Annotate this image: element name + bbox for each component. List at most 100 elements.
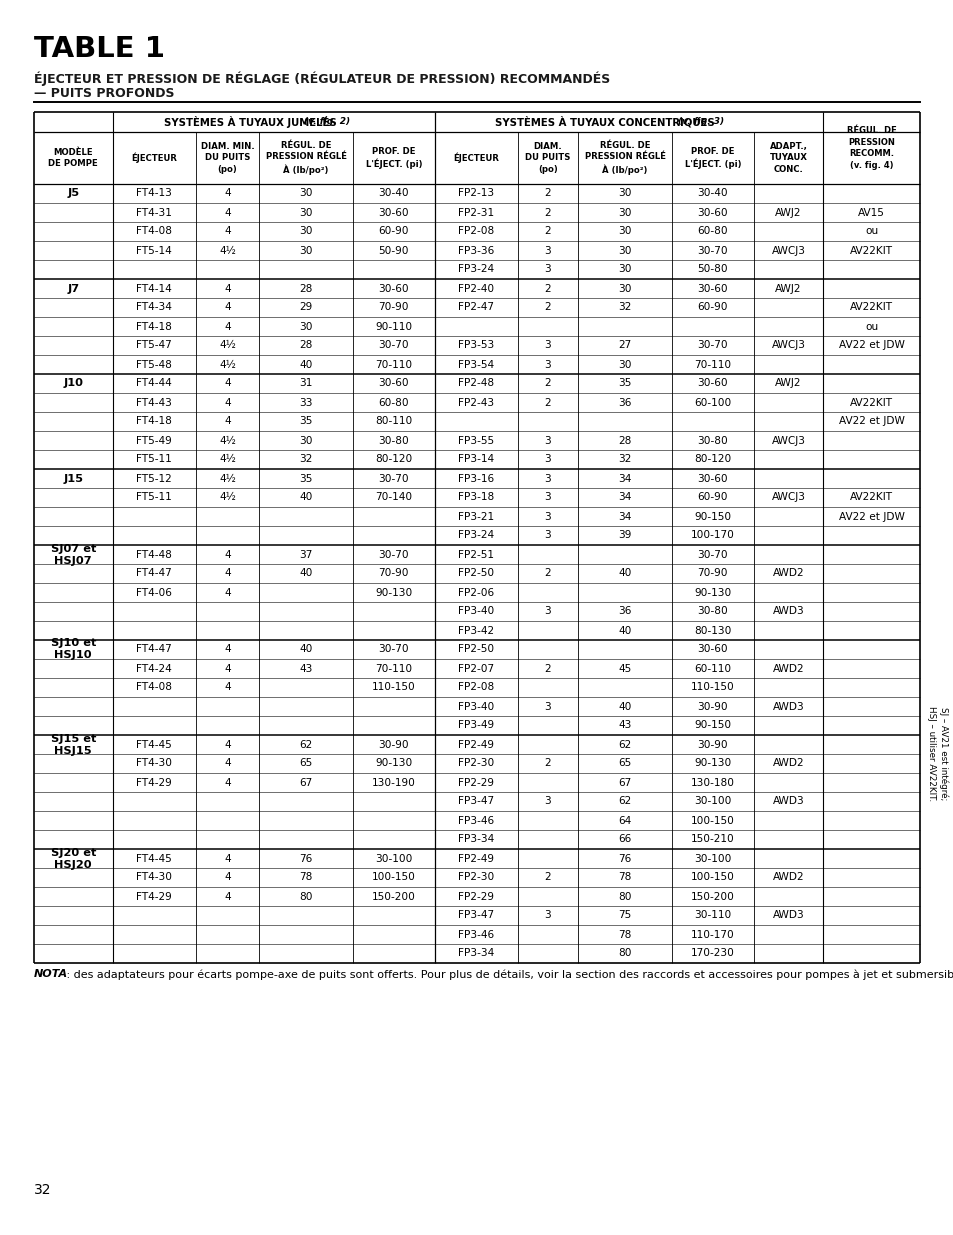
Text: FP2-13: FP2-13 xyxy=(457,189,494,199)
Text: 40: 40 xyxy=(299,359,313,369)
Text: 70-110: 70-110 xyxy=(694,359,731,369)
Text: 28: 28 xyxy=(299,341,313,351)
Text: 60-80: 60-80 xyxy=(378,398,409,408)
Text: 100-150: 100-150 xyxy=(372,872,416,883)
Text: 30-60: 30-60 xyxy=(697,473,727,483)
Text: 65: 65 xyxy=(618,758,631,768)
Text: 150-210: 150-210 xyxy=(690,835,734,845)
Text: 60-100: 60-100 xyxy=(694,398,731,408)
Text: J10: J10 xyxy=(63,378,83,389)
Text: 3: 3 xyxy=(544,511,551,521)
Text: 50-90: 50-90 xyxy=(378,246,409,256)
Text: MODÈLE
DE POMPE: MODÈLE DE POMPE xyxy=(49,148,98,168)
Text: 30-100: 30-100 xyxy=(694,797,731,806)
Text: 70-90: 70-90 xyxy=(378,303,409,312)
Text: 4½: 4½ xyxy=(219,473,235,483)
Text: FP3-16: FP3-16 xyxy=(457,473,494,483)
Text: FT4-29: FT4-29 xyxy=(136,778,172,788)
Text: FT4-13: FT4-13 xyxy=(136,189,172,199)
Text: FP2-07: FP2-07 xyxy=(457,663,494,673)
Text: FP3-36: FP3-36 xyxy=(457,246,494,256)
Text: 34: 34 xyxy=(618,511,631,521)
Text: 36: 36 xyxy=(618,606,631,616)
Text: 4: 4 xyxy=(224,778,231,788)
Text: 90-150: 90-150 xyxy=(694,511,731,521)
Text: 3: 3 xyxy=(544,436,551,446)
Text: 80: 80 xyxy=(299,892,313,902)
Text: FP2-31: FP2-31 xyxy=(457,207,494,217)
Text: FT4-18: FT4-18 xyxy=(136,416,172,426)
Text: FT4-30: FT4-30 xyxy=(136,758,172,768)
Text: FT4-45: FT4-45 xyxy=(136,740,172,750)
Text: 90-130: 90-130 xyxy=(375,758,412,768)
Text: FP2-29: FP2-29 xyxy=(457,778,494,788)
Text: FT4-47: FT4-47 xyxy=(136,645,172,655)
Text: 35: 35 xyxy=(618,378,631,389)
Text: 30: 30 xyxy=(618,359,631,369)
Text: 78: 78 xyxy=(618,930,631,940)
Text: 30-60: 30-60 xyxy=(697,207,727,217)
Text: AV15: AV15 xyxy=(858,207,884,217)
Text: 76: 76 xyxy=(299,853,313,863)
Text: FT4-14: FT4-14 xyxy=(136,284,172,294)
Text: FT4-34: FT4-34 xyxy=(136,303,172,312)
Text: 30-80: 30-80 xyxy=(697,606,727,616)
Text: FP2-30: FP2-30 xyxy=(457,872,494,883)
Text: 43: 43 xyxy=(299,663,313,673)
Text: 32: 32 xyxy=(618,454,631,464)
Text: 4: 4 xyxy=(224,645,231,655)
Text: 32: 32 xyxy=(618,303,631,312)
Text: 29: 29 xyxy=(299,303,313,312)
Text: AWD2: AWD2 xyxy=(772,568,803,578)
Text: SJ20 et
HSJ20: SJ20 et HSJ20 xyxy=(51,847,96,869)
Text: FP3-40: FP3-40 xyxy=(457,701,494,711)
Text: FP2-50: FP2-50 xyxy=(457,645,494,655)
Text: FT4-18: FT4-18 xyxy=(136,321,172,331)
Text: 80-120: 80-120 xyxy=(694,454,731,464)
Text: FT4-30: FT4-30 xyxy=(136,872,172,883)
Text: ÉJECTEUR: ÉJECTEUR xyxy=(453,153,498,163)
Text: FP2-47: FP2-47 xyxy=(457,303,494,312)
Text: 30: 30 xyxy=(618,189,631,199)
Text: FT5-12: FT5-12 xyxy=(136,473,172,483)
Text: FP3-24: FP3-24 xyxy=(457,264,494,274)
Text: SYSTÈMES À TUYAUX CONCENTRIQUES: SYSTÈMES À TUYAUX CONCENTRIQUES xyxy=(495,116,718,127)
Text: ÉJECTEUR ET PRESSION DE RÉGLAGE (RÉGULATEUR DE PRESSION) RECOMMANDÉS: ÉJECTEUR ET PRESSION DE RÉGLAGE (RÉGULAT… xyxy=(34,72,610,86)
Text: 34: 34 xyxy=(618,493,631,503)
Text: TABLE 1: TABLE 1 xyxy=(34,35,165,63)
Text: 4: 4 xyxy=(224,207,231,217)
Text: 30-60: 30-60 xyxy=(697,645,727,655)
Text: 30-70: 30-70 xyxy=(697,550,727,559)
Text: 30-60: 30-60 xyxy=(378,378,409,389)
Text: 130-180: 130-180 xyxy=(690,778,734,788)
Text: AV22KIT: AV22KIT xyxy=(849,303,892,312)
Text: FT4-06: FT4-06 xyxy=(136,588,172,598)
Text: 30-80: 30-80 xyxy=(697,436,727,446)
Text: FP3-18: FP3-18 xyxy=(457,493,494,503)
Text: 45: 45 xyxy=(618,663,631,673)
Text: 50-80: 50-80 xyxy=(697,264,727,274)
Text: AWD2: AWD2 xyxy=(772,663,803,673)
Text: 3: 3 xyxy=(544,701,551,711)
Text: 90-130: 90-130 xyxy=(694,588,731,598)
Text: 30: 30 xyxy=(299,189,313,199)
Text: 130-190: 130-190 xyxy=(372,778,416,788)
Text: 4½: 4½ xyxy=(219,454,235,464)
Text: 90-130: 90-130 xyxy=(694,758,731,768)
Text: 2: 2 xyxy=(544,207,551,217)
Text: 30: 30 xyxy=(299,321,313,331)
Text: FT5-14: FT5-14 xyxy=(136,246,172,256)
Text: 2: 2 xyxy=(544,663,551,673)
Text: 31: 31 xyxy=(299,378,313,389)
Text: FP3-55: FP3-55 xyxy=(457,436,494,446)
Text: 60-90: 60-90 xyxy=(378,226,409,236)
Text: 28: 28 xyxy=(618,436,631,446)
Text: 30-70: 30-70 xyxy=(378,473,409,483)
Text: FP3-46: FP3-46 xyxy=(457,815,494,825)
Text: 78: 78 xyxy=(618,872,631,883)
Text: 30-60: 30-60 xyxy=(378,207,409,217)
Text: FP2-30: FP2-30 xyxy=(457,758,494,768)
Text: 4: 4 xyxy=(224,853,231,863)
Text: 4: 4 xyxy=(224,378,231,389)
Text: FT4-43: FT4-43 xyxy=(136,398,172,408)
